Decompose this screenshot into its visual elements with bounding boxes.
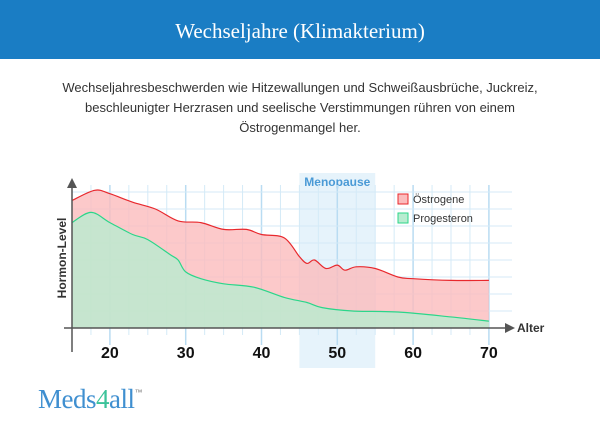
x-tick-label: 40 (253, 345, 271, 362)
legend-label: Progesteron (413, 213, 473, 225)
x-tick-label: 70 (480, 345, 498, 362)
x-axis-label: Alter (517, 321, 545, 335)
x-axis-arrow-icon (505, 323, 515, 333)
line-oestrogene (71, 189, 489, 282)
area-progesteron (72, 212, 489, 328)
intro-text: Wechseljahresbeschwerden wie Hitzewallun… (62, 80, 538, 135)
legend-label: Östrogene (413, 194, 464, 206)
logo-trademark: ™ (134, 388, 143, 397)
x-tick-label: 30 (177, 345, 195, 362)
logo-four: 4 (96, 384, 110, 414)
page-header: Wechseljahre (Klimakterium) (0, 0, 600, 59)
menopause-label: Menopause (304, 175, 370, 189)
y-axis-arrow-icon (67, 178, 77, 188)
meds4all-logo[interactable]: Meds4all™ (38, 384, 142, 415)
logo-text: Meds (38, 384, 97, 414)
x-tick-label: 50 (328, 345, 346, 362)
y-axis-label: Hormon-Level (55, 218, 69, 299)
legend-swatch (397, 193, 409, 205)
line-progesteron (71, 211, 489, 322)
logo-text-end: all (109, 384, 135, 414)
x-tick-label: 20 (101, 345, 119, 362)
x-tick-label: 60 (404, 345, 422, 362)
page-title: Wechseljahre (Klimakterium) (175, 19, 425, 43)
legend-swatch (397, 212, 409, 224)
